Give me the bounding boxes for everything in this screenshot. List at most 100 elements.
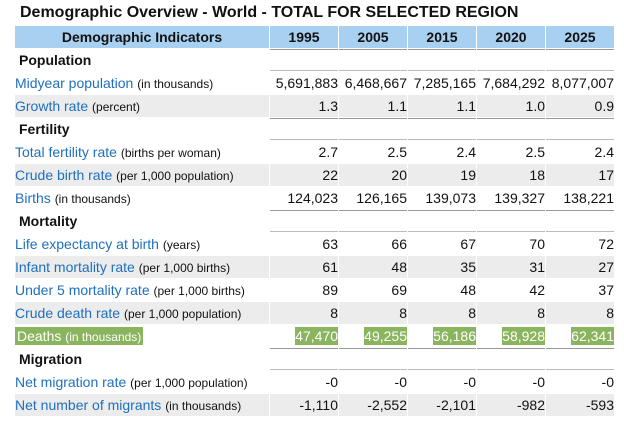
indicator-label: Deaths (in thousands) xyxy=(15,327,144,345)
indicator-label: Infant mortality rate (per 1,000 births) xyxy=(15,259,230,275)
value-text: 70 xyxy=(529,236,545,252)
section-row: Migration xyxy=(15,348,614,370)
value-text: -593 xyxy=(585,397,614,413)
indicator-link[interactable]: Net migration rate xyxy=(15,374,127,390)
section-cell xyxy=(408,348,476,370)
header-indicators: Demographic Indicators xyxy=(15,26,269,48)
value-cell: 62,341 xyxy=(546,325,614,347)
value-text: 49,255 xyxy=(364,327,407,345)
indicator-cell: Births (in thousands) xyxy=(15,187,269,209)
value-text: 67 xyxy=(460,236,476,252)
value-cell: 139,073 xyxy=(408,187,476,209)
value-text: 8 xyxy=(399,305,407,321)
value-cell: 8 xyxy=(546,302,614,324)
value-text: -0 xyxy=(325,374,338,390)
value-text: -0 xyxy=(394,374,407,390)
value-cell: 49,255 xyxy=(339,325,407,347)
indicator-link[interactable]: Crude death rate xyxy=(15,305,121,321)
indicator-link[interactable]: Deaths xyxy=(17,328,62,344)
indicator-link[interactable]: Infant mortality rate xyxy=(15,259,135,275)
value-cell: 63 xyxy=(270,233,338,255)
section-row: Fertility xyxy=(15,118,614,140)
value-text: 31 xyxy=(529,259,545,275)
value-cell: 67 xyxy=(408,233,476,255)
indicator-cell: Total fertility rate (births per woman) xyxy=(15,141,269,163)
value-cell: 5,691,883 xyxy=(270,72,338,94)
value-text: 139,073 xyxy=(425,190,476,206)
indicator-link[interactable]: Total fertility rate xyxy=(15,144,117,160)
value-cell: 19 xyxy=(408,164,476,186)
value-cell: 1.0 xyxy=(477,95,545,117)
value-cell: 124,023 xyxy=(270,187,338,209)
indicator-unit: (per 1,000 births) xyxy=(138,261,231,275)
indicator-link[interactable]: Midyear population xyxy=(15,75,134,91)
value-text: 7,285,165 xyxy=(413,75,476,91)
section-label: Migration xyxy=(15,348,269,370)
value-cell: -982 xyxy=(477,394,545,416)
indicator-label: Net number of migrants (in thousands) xyxy=(15,397,241,413)
table-row: Midyear population (in thousands) 5,691,8… xyxy=(15,72,614,94)
section-label: Population xyxy=(15,49,269,71)
indicator-cell: Under 5 mortality rate (per 1,000 births… xyxy=(15,279,269,301)
value-cell: 17 xyxy=(546,164,614,186)
table-row: Births (in thousands) 124,023 126,165 139,0… xyxy=(15,187,614,209)
indicator-cell: Growth rate (percent) xyxy=(15,95,269,117)
value-text: 62,341 xyxy=(571,327,614,345)
indicator-cell: Net migration rate (per 1,000 population… xyxy=(15,371,269,393)
section-label: Fertility xyxy=(15,118,269,140)
indicator-cell: Net number of migrants (in thousands) xyxy=(15,394,269,416)
value-text: 1.1 xyxy=(387,98,407,114)
indicator-link[interactable]: Crude birth rate xyxy=(15,167,113,183)
table-row: Crude death rate (per 1,000 population) 8… xyxy=(15,302,614,324)
section-cell xyxy=(477,49,545,71)
value-cell: 2.4 xyxy=(408,141,476,163)
indicator-cell: Deaths (in thousands) xyxy=(15,325,269,347)
indicator-label: Births (in thousands) xyxy=(15,190,131,206)
value-text: 2.4 xyxy=(456,144,476,160)
table-row: Deaths (in thousands) 47,470 49,255 56,186 5… xyxy=(15,325,614,347)
indicator-cell: Infant mortality rate (per 1,000 births) xyxy=(15,256,269,278)
indicator-unit: (in thousands) xyxy=(165,399,242,413)
section-cell xyxy=(546,118,614,140)
value-text: -0 xyxy=(601,374,614,390)
value-cell: 70 xyxy=(477,233,545,255)
value-cell: -0 xyxy=(270,371,338,393)
indicator-label: Life expectancy at birth (years) xyxy=(15,236,200,252)
value-text: 37 xyxy=(598,282,614,298)
indicator-unit: (births per woman) xyxy=(120,146,221,160)
value-text: 8 xyxy=(537,305,545,321)
value-text: 58,928 xyxy=(502,327,545,345)
header-year: 1995 xyxy=(270,26,338,48)
indicator-link[interactable]: Births xyxy=(15,190,51,206)
value-text: -0 xyxy=(463,374,476,390)
value-text: -2,552 xyxy=(367,397,407,413)
value-cell: 1.3 xyxy=(270,95,338,117)
value-cell: 8 xyxy=(270,302,338,324)
section-cell xyxy=(270,49,338,71)
value-text: 5,691,883 xyxy=(275,75,338,91)
value-cell: 56,186 xyxy=(408,325,476,347)
value-cell: 48 xyxy=(339,256,407,278)
value-cell: 69 xyxy=(339,279,407,301)
value-cell: 35 xyxy=(408,256,476,278)
value-cell: 42 xyxy=(477,279,545,301)
value-cell: -0 xyxy=(408,371,476,393)
value-cell: -2,552 xyxy=(339,394,407,416)
indicator-link[interactable]: Growth rate xyxy=(15,98,89,114)
section-cell xyxy=(408,49,476,71)
value-cell: 138,221 xyxy=(546,187,614,209)
value-cell: 37 xyxy=(546,279,614,301)
section-cell xyxy=(546,49,614,71)
value-cell: 8 xyxy=(477,302,545,324)
value-text: -2,101 xyxy=(436,397,476,413)
indicator-link[interactable]: Under 5 mortality rate xyxy=(15,282,150,298)
indicator-unit: (per 1,000 population) xyxy=(123,307,242,321)
table-row: Crude birth rate (per 1,000 population) 2… xyxy=(15,164,614,186)
indicator-unit: (per 1,000 population) xyxy=(116,169,234,183)
indicator-link[interactable]: Life expectancy at birth xyxy=(15,236,159,252)
value-text: 63 xyxy=(322,236,338,252)
indicator-label: Net migration rate (per 1,000 population… xyxy=(15,374,248,390)
indicator-label: Crude death rate (per 1,000 population) xyxy=(15,305,241,321)
indicator-link[interactable]: Net number of migrants xyxy=(15,397,162,413)
indicator-unit: (in thousands) xyxy=(54,192,131,206)
